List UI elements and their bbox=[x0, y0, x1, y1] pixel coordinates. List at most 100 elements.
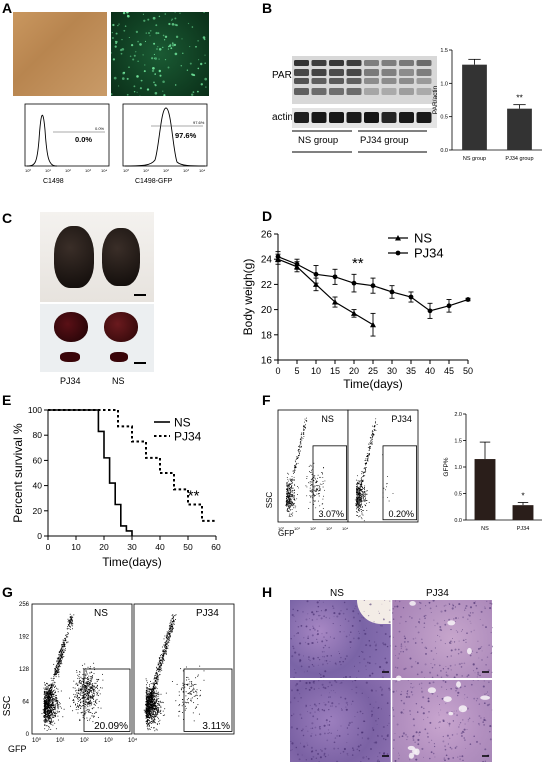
legend-marker bbox=[395, 235, 401, 241]
event-dot bbox=[166, 637, 168, 638]
nucleus bbox=[399, 622, 401, 624]
event-dot bbox=[294, 460, 296, 462]
event-dot bbox=[193, 691, 194, 693]
event-dot bbox=[50, 728, 52, 730]
nucleus bbox=[432, 658, 435, 661]
event-dot bbox=[56, 697, 58, 699]
event-dot bbox=[298, 450, 300, 452]
nucleus bbox=[447, 757, 450, 760]
event-dot bbox=[289, 513, 291, 515]
event-dot bbox=[85, 699, 87, 701]
nucleus bbox=[395, 655, 396, 656]
event-dot bbox=[148, 726, 150, 727]
nucleus bbox=[413, 686, 415, 688]
event-dot bbox=[84, 693, 86, 695]
nucleus bbox=[416, 662, 419, 665]
event-dot bbox=[48, 710, 50, 712]
event-dot bbox=[57, 711, 59, 713]
nucleus bbox=[409, 657, 412, 660]
gfp-cell bbox=[197, 90, 199, 93]
event-dot bbox=[291, 496, 293, 498]
event-dot bbox=[48, 688, 50, 690]
gfp-cell bbox=[153, 53, 155, 56]
event-dot bbox=[96, 678, 98, 680]
event-dot bbox=[163, 646, 165, 648]
event-dot bbox=[313, 503, 315, 505]
event-dot bbox=[44, 701, 46, 703]
gfp-cell bbox=[164, 13, 167, 15]
nucleus bbox=[478, 703, 480, 705]
nucleus bbox=[363, 629, 365, 632]
event-dot bbox=[98, 700, 100, 702]
event-dot bbox=[92, 684, 94, 686]
x-tick-label: 30 bbox=[127, 542, 137, 552]
event-dot bbox=[167, 645, 169, 647]
event-dot bbox=[60, 649, 62, 651]
y-tick-label: 60 bbox=[33, 455, 43, 465]
event-dot bbox=[153, 701, 155, 703]
event-dot bbox=[301, 433, 303, 435]
event-dot bbox=[289, 478, 291, 480]
event-dot bbox=[68, 628, 70, 630]
nucleus bbox=[394, 605, 396, 608]
event-dot bbox=[359, 515, 361, 517]
hist2-tick: 10⁰ bbox=[123, 168, 129, 173]
nucleus bbox=[333, 637, 335, 640]
event-dot bbox=[55, 716, 57, 718]
nucleus bbox=[459, 722, 462, 724]
event-dot bbox=[176, 683, 178, 685]
par-band bbox=[399, 69, 414, 76]
event-dot bbox=[50, 723, 52, 725]
event-dot bbox=[288, 506, 290, 507]
nucleus bbox=[411, 617, 413, 619]
gfp-cell bbox=[123, 29, 126, 32]
event-dot bbox=[297, 457, 299, 459]
gfp-cell bbox=[144, 40, 147, 42]
event-dot bbox=[299, 440, 301, 442]
event-dot bbox=[357, 497, 359, 499]
event-dot bbox=[362, 506, 364, 508]
gfp-cell bbox=[157, 32, 160, 34]
nucleus bbox=[475, 601, 476, 602]
nucleus bbox=[346, 727, 349, 729]
event-dot bbox=[362, 492, 364, 494]
event-dot bbox=[155, 728, 157, 730]
event-dot bbox=[290, 480, 292, 482]
event-dot bbox=[47, 710, 49, 712]
event-dot bbox=[289, 500, 291, 502]
event-dot bbox=[180, 688, 182, 690]
event-dot bbox=[151, 689, 153, 691]
event-dot bbox=[163, 658, 165, 660]
nucleus bbox=[440, 629, 443, 632]
gfp-cell bbox=[111, 51, 112, 54]
event-dot bbox=[53, 696, 55, 697]
event-dot bbox=[149, 706, 150, 708]
event-dot bbox=[292, 512, 294, 514]
gfp-cell bbox=[199, 62, 203, 66]
event-dot bbox=[101, 687, 103, 689]
event-dot bbox=[155, 712, 157, 714]
event-dot bbox=[360, 489, 362, 491]
nucleus bbox=[343, 747, 346, 751]
event-dot bbox=[156, 712, 158, 714]
nucleus bbox=[411, 694, 414, 696]
event-dot bbox=[290, 498, 292, 500]
event-dot bbox=[147, 693, 149, 695]
event-dot bbox=[147, 721, 148, 723]
event-dot bbox=[287, 504, 289, 506]
actin-band bbox=[346, 112, 362, 123]
nucleus bbox=[345, 655, 348, 658]
event-dot bbox=[166, 642, 168, 644]
event-dot bbox=[77, 699, 79, 701]
event-dot bbox=[363, 509, 364, 511]
event-dot bbox=[294, 499, 295, 500]
event-dot bbox=[48, 693, 50, 695]
event-dot bbox=[45, 703, 47, 705]
gfp-cell bbox=[171, 18, 174, 21]
event-dot bbox=[57, 663, 59, 664]
event-dot bbox=[310, 465, 312, 467]
event-dot bbox=[360, 485, 362, 487]
event-dot bbox=[181, 687, 183, 689]
event-dot bbox=[81, 684, 83, 686]
event-dot bbox=[60, 653, 62, 655]
